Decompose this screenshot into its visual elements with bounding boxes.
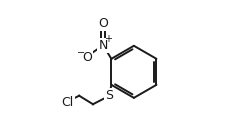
Text: S: S xyxy=(105,89,113,102)
Text: −: − xyxy=(77,48,85,58)
Text: O: O xyxy=(81,51,91,64)
Text: +: + xyxy=(103,34,111,44)
Text: O: O xyxy=(98,18,108,30)
Text: N: N xyxy=(98,39,107,52)
Text: Cl: Cl xyxy=(61,96,73,109)
